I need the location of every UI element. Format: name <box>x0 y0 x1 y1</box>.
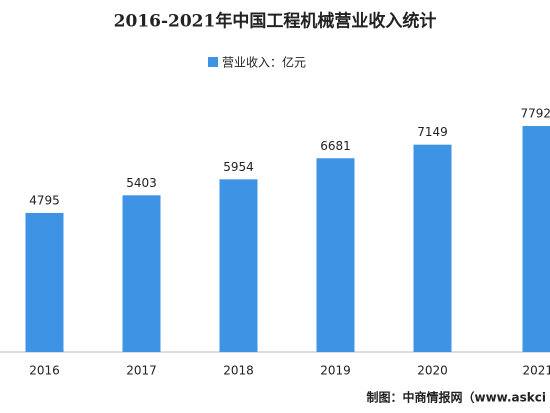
value-label: 4795 <box>29 193 60 207</box>
value-label: 5403 <box>126 176 157 190</box>
value-label: 5954 <box>223 160 254 174</box>
value-label: 7792.2 <box>521 107 550 121</box>
chart-title: 2016-2021年中国工程机械营业收入统计 <box>114 11 437 32</box>
legend-swatch <box>208 57 218 67</box>
bar <box>25 212 64 352</box>
legend-label: 营业收入：亿元 <box>222 55 306 70</box>
bar <box>413 144 452 352</box>
x-tick-label: 2020 <box>417 364 448 378</box>
x-tick-label: 2016 <box>29 364 60 378</box>
bar <box>522 126 550 352</box>
source-note: 制图：中商情报网（www.askci <box>367 390 547 405</box>
x-tick-label: 2017 <box>126 364 157 378</box>
bar <box>316 158 355 352</box>
value-label: 6681 <box>320 139 351 153</box>
bar <box>219 179 258 352</box>
x-tick-label: 2021E <box>522 364 550 378</box>
value-label: 7149 <box>417 125 448 139</box>
bar <box>122 195 161 352</box>
x-tick-label: 2018 <box>223 364 254 378</box>
x-tick-label: 2019 <box>320 364 351 378</box>
